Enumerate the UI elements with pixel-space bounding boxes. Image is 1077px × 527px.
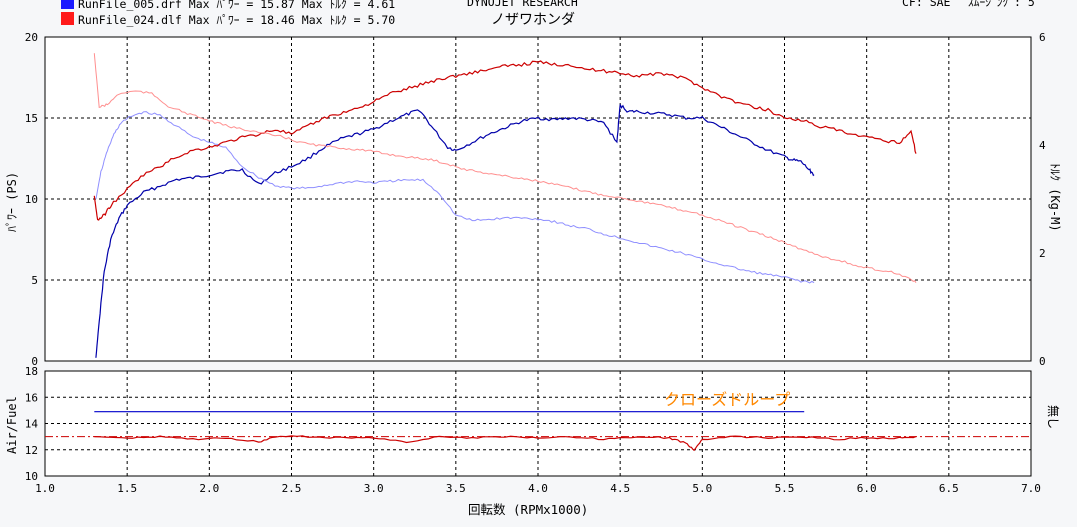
legend-swatch-run-024 [61, 12, 74, 25]
power-tick-label: 10 [25, 193, 38, 206]
power-tick-label: 5 [31, 274, 38, 287]
rpm-tick-label: 3.5 [446, 482, 466, 495]
rpm-tick-label: 4.5 [610, 482, 630, 495]
rpm-tick-label: 3.0 [364, 482, 384, 495]
rpm-axis-label: 回転数 (RPMx1000) [468, 502, 588, 517]
main-plot-series [93, 53, 917, 358]
power-axis-ticks: 0 5 10 15 20 [25, 31, 38, 368]
torque-axis-label: ﾄﾙｸ (Kg-M) [1048, 163, 1062, 232]
rpm-tick-label: 4.0 [528, 482, 548, 495]
rpm-tick-label: 6.0 [857, 482, 877, 495]
torque-curve-run-024 [93, 53, 917, 283]
rpm-tick-label: 7.0 [1021, 482, 1041, 495]
shop-name: ノザワホンダ [491, 12, 575, 28]
af-tick-label: 16 [25, 391, 38, 404]
power-axis-label: ﾊﾟﾜｰ (PS) [5, 172, 19, 232]
rpm-tick-label: 2.0 [199, 482, 219, 495]
af-plot-series [45, 411, 1031, 452]
af-curve-run-024 [94, 435, 917, 452]
power-tick-label: 20 [25, 31, 38, 44]
torque-tick-label: 2 [1039, 247, 1046, 260]
torque-axis-ticks: 0 2 4 6 [1039, 31, 1046, 368]
af-plot-grid [45, 371, 1031, 476]
brand-title: DYNOJET RESEARCH [467, 0, 578, 9]
rpm-tick-label: 2.5 [282, 482, 302, 495]
legend-entry-run-005: RunFile_005.drf Max ﾊﾟﾜｰ = 15.87 Max ﾄﾙｸ… [78, 0, 395, 11]
af-tick-label: 14 [25, 418, 39, 431]
power-curve-run-024 [93, 60, 917, 221]
closed-loop-annotation: クローズドループ [664, 390, 790, 409]
rpm-tick-label: 1.0 [35, 482, 55, 495]
power-tick-label: 0 [31, 355, 38, 368]
af-axis-ticks: 10 12 14 16 18 [25, 365, 39, 483]
cf-label: CF: SAE [902, 0, 951, 9]
smoothing-label: ｽﾑｰｼﾞﾝｸﾞ: 5 [968, 0, 1035, 9]
power-curve-run-005 [95, 104, 815, 358]
torque-tick-label: 0 [1039, 355, 1046, 368]
legend-entry-run-024: RunFile_024.dlf Max ﾊﾟﾜｰ = 18.46 Max ﾄﾙｸ… [78, 13, 395, 27]
rpm-tick-label: 1.5 [117, 482, 137, 495]
torque-tick-label: 6 [1039, 31, 1046, 44]
torque-tick-label: 4 [1039, 139, 1046, 152]
rpm-tick-label: 5.0 [692, 482, 712, 495]
power-tick-label: 15 [25, 112, 38, 125]
af-right-label: 無し [1046, 405, 1061, 429]
rpm-tick-label: 5.5 [775, 482, 795, 495]
af-tick-label: 12 [25, 444, 38, 457]
af-tick-label: 18 [25, 365, 38, 378]
af-axis-label: Air/Fuel [5, 396, 19, 454]
af-tick-label: 10 [25, 470, 38, 483]
main-plot-grid [45, 37, 1031, 361]
rpm-axis-ticks: 1.0 1.5 2.0 2.5 3.0 3.5 4.0 4.5 5.0 5.5 6.0 6.5 7.0 [35, 482, 1041, 495]
rpm-tick-label: 6.5 [939, 482, 959, 495]
legend-swatch-run-005 [61, 0, 74, 9]
torque-curve-run-005 [95, 111, 815, 284]
